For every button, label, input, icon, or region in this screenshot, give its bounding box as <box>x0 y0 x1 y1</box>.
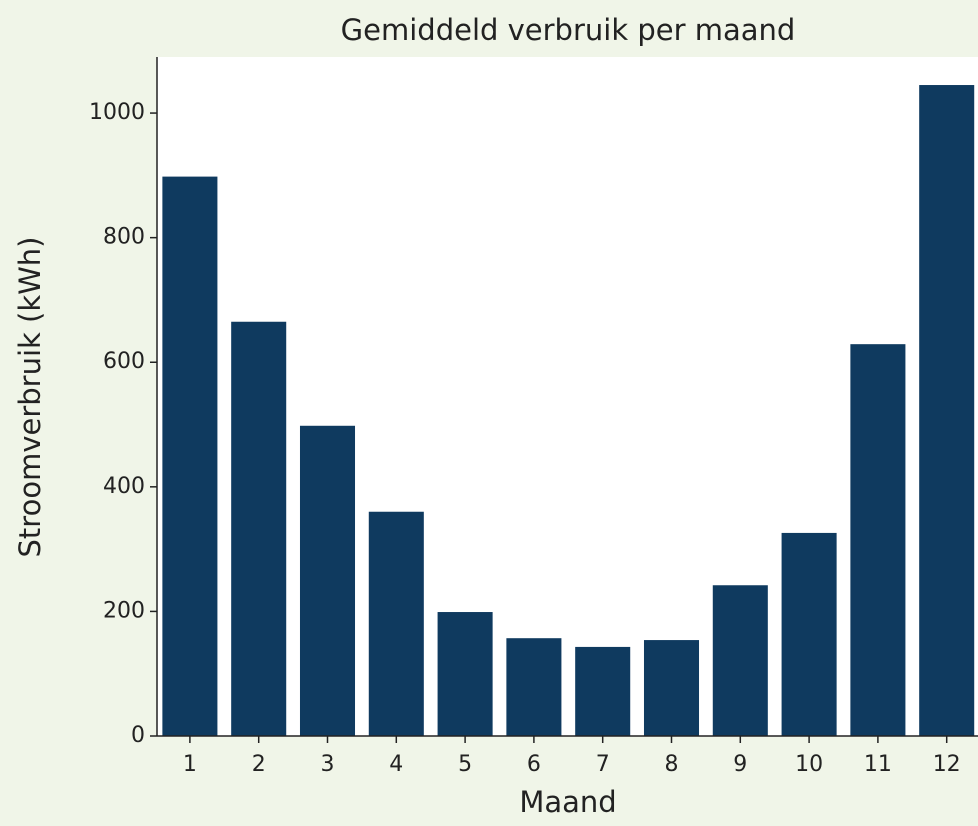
bar <box>299 425 356 736</box>
x-tick-label: 11 <box>864 752 892 777</box>
y-tick-label: 400 <box>103 474 145 499</box>
x-tick-label: 8 <box>665 752 679 777</box>
plot-area <box>157 57 978 736</box>
x-tick-label: 7 <box>596 752 610 777</box>
y-tick-label: 0 <box>131 723 145 748</box>
bar <box>919 85 975 737</box>
x-tick-label: 9 <box>733 752 747 777</box>
bar <box>437 612 493 736</box>
bar <box>162 176 218 737</box>
bar <box>506 638 562 736</box>
y-axis-label: Stroomverbruik (kWh) <box>13 237 47 558</box>
bar <box>575 646 631 736</box>
x-tick-label: 10 <box>795 752 823 777</box>
x-tick-label: 6 <box>527 752 541 777</box>
x-axis-label: Maand <box>519 785 616 819</box>
x-tick-label: 2 <box>252 752 266 777</box>
bar <box>368 511 424 736</box>
x-tick-label: 5 <box>458 752 472 777</box>
bar <box>712 585 768 736</box>
bar <box>781 532 837 736</box>
bar <box>850 344 906 736</box>
bar <box>231 321 287 736</box>
y-tick-label: 800 <box>103 225 145 250</box>
y-tick-label: 200 <box>103 598 145 623</box>
y-tick-label: 600 <box>103 349 145 374</box>
bar <box>643 640 700 736</box>
x-tick-label: 12 <box>933 752 961 777</box>
x-tick-label: 3 <box>321 752 335 777</box>
x-tick-label: 1 <box>183 752 197 777</box>
x-tick-label: 4 <box>389 752 403 777</box>
y-tick-label: 1000 <box>89 100 145 125</box>
chart-title: Gemiddeld verbruik per maand <box>341 13 796 47</box>
